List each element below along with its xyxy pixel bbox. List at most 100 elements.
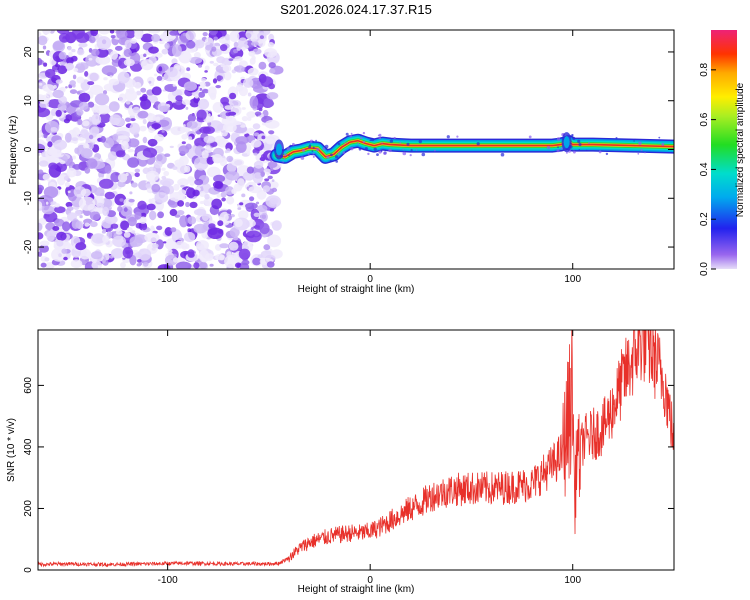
noise-blob <box>207 166 221 178</box>
signal-fringe <box>357 142 360 145</box>
noise-blob <box>102 228 107 233</box>
noise-blob <box>209 30 218 36</box>
noise-blob <box>66 57 74 65</box>
noise-blob <box>137 110 149 119</box>
noise-blob <box>154 192 169 203</box>
noise-blob <box>172 257 179 263</box>
noise-blob <box>196 109 207 121</box>
noise-blob <box>88 134 94 140</box>
noise-blob <box>202 31 208 37</box>
noise-blob <box>229 227 240 238</box>
noise-blob <box>95 55 111 65</box>
colorbar-tick-label: 0.6 <box>699 112 710 126</box>
noise-blob <box>83 143 90 149</box>
noise-blob <box>256 204 268 213</box>
noise-blob <box>171 44 182 57</box>
signal-fringe <box>380 150 383 153</box>
colorbar-ticks: 0.0 0.2 0.4 0.6 0.8 <box>699 62 716 276</box>
noise-blob <box>208 223 216 229</box>
noise-blob <box>193 208 207 216</box>
noise-blob <box>90 30 99 37</box>
noise-blob <box>177 200 185 207</box>
noise-blob <box>239 202 244 206</box>
noise-blob <box>38 169 44 175</box>
snr-frame <box>37 329 675 571</box>
noise-blob <box>58 51 67 60</box>
signal-fringe <box>578 142 582 147</box>
noise-blob <box>107 151 118 161</box>
noise-blob <box>38 184 44 192</box>
noise-blob <box>52 226 60 231</box>
noise-blob <box>189 201 198 209</box>
noise-blob <box>197 91 206 98</box>
noise-blob <box>246 183 249 187</box>
noise-blob <box>140 33 154 43</box>
noise-blob <box>207 113 211 117</box>
noise-blob <box>268 62 276 69</box>
noise-blob <box>263 98 274 107</box>
noise-blob <box>254 111 262 116</box>
noise-blob <box>247 92 252 97</box>
noise-blob <box>253 212 261 217</box>
noise-blob <box>187 216 197 225</box>
noise-blob <box>61 248 68 254</box>
noise-blob <box>184 231 196 243</box>
noise-blob <box>117 206 123 212</box>
noise-blob <box>179 215 189 228</box>
noise-blob <box>199 200 205 205</box>
noise-blob <box>117 173 128 183</box>
noise-blob <box>213 36 218 41</box>
noise-blob <box>71 48 76 53</box>
noise-blob <box>103 77 108 81</box>
noise-blob <box>45 201 49 205</box>
noise-blob <box>169 145 174 149</box>
noise-blob <box>193 96 201 104</box>
signal-fringe <box>446 135 450 139</box>
noise-blob <box>53 139 67 150</box>
noise-blob <box>102 90 108 95</box>
noise-blob <box>55 64 61 68</box>
noise-blob <box>187 113 196 123</box>
noise-blob <box>134 30 143 40</box>
noise-blob <box>101 65 118 76</box>
y-tick-label: 400 <box>23 438 34 455</box>
noise-blob <box>167 248 173 254</box>
noise-blob <box>71 218 80 229</box>
noise-blob <box>44 120 60 134</box>
noise-blob <box>52 231 57 236</box>
noise-blob <box>238 210 249 220</box>
noise-blob <box>267 175 273 180</box>
noise-blob <box>186 187 196 199</box>
signal-fringe <box>338 152 341 155</box>
noise-blob <box>110 50 118 60</box>
signal-fringe <box>376 153 379 157</box>
colorbar: 0.0 0.2 0.4 0.6 0.8 Normalized spectral ampl… <box>699 30 746 276</box>
noise-blob <box>38 82 43 86</box>
noise-blob <box>145 183 152 189</box>
noise-blob <box>228 157 233 162</box>
noise-blob <box>178 50 192 64</box>
noise-blob <box>134 81 142 89</box>
signal-fringe <box>644 152 646 154</box>
signal-fringe <box>406 142 410 146</box>
noise-blob <box>252 257 261 266</box>
noise-blob <box>271 187 278 193</box>
signal-fringe <box>573 149 575 151</box>
noise-blob <box>213 174 226 183</box>
noise-blob <box>129 255 137 266</box>
signal-fringe <box>312 155 315 158</box>
noise-blob <box>206 156 215 165</box>
noise-blob <box>84 71 89 77</box>
noise-blob <box>57 175 66 186</box>
noise-blob <box>38 31 42 37</box>
noise-blob <box>215 85 221 89</box>
noise-blob <box>266 92 279 100</box>
noise-blob <box>181 141 186 145</box>
noise-blob <box>139 54 145 59</box>
noise-blob <box>77 118 83 126</box>
noise-blob <box>38 35 48 46</box>
y-tick-label: 20 <box>23 46 34 58</box>
noise-blob <box>72 84 76 88</box>
signal-fringe <box>402 148 404 151</box>
